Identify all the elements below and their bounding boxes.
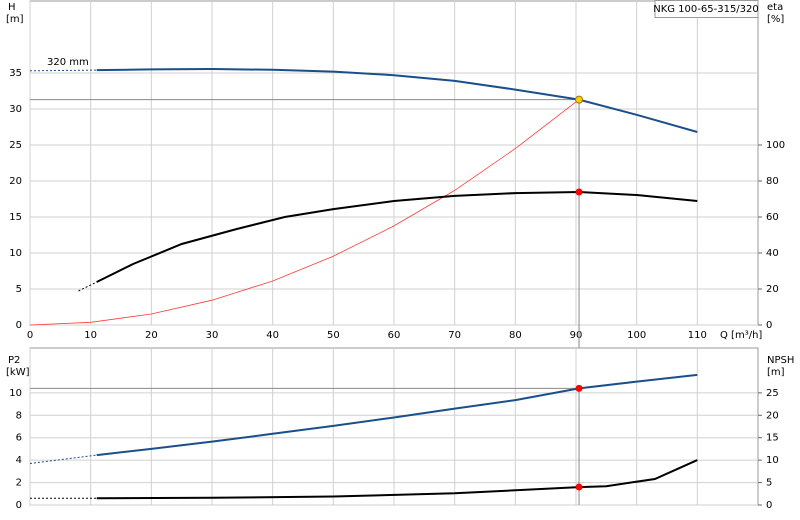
x-tick-label: 20	[145, 330, 158, 341]
y-tick-label: 20	[9, 176, 22, 187]
y2-tick-label: 5	[766, 478, 772, 489]
y-tick-label: 10	[9, 248, 22, 259]
y2-axis-label: eta	[767, 2, 783, 13]
y2-tick-label: 60	[766, 212, 779, 223]
x-tick-label: 70	[448, 330, 461, 341]
curve	[29, 99, 580, 326]
x-tick-label: 110	[688, 330, 707, 341]
curve	[78, 281, 97, 292]
x-tick-label: 30	[206, 330, 219, 341]
y-tick-label: 25	[9, 140, 22, 151]
curve	[29, 454, 97, 464]
y2-tick-label: 40	[766, 248, 779, 259]
y-tick-label: 10	[9, 388, 22, 399]
y-tick-label: 6	[16, 433, 22, 444]
y2-tick-label: 0	[766, 320, 772, 331]
x-tick-label: 50	[327, 330, 340, 341]
y-axis-label: H	[8, 2, 16, 13]
y2-axis-unit: [%]	[767, 14, 784, 25]
curve	[96, 373, 698, 457]
y-axis-unit: [kW]	[6, 367, 30, 378]
x-tick-label: 0	[27, 330, 33, 341]
y2-tick-label: 20	[766, 410, 779, 421]
duty-point	[575, 384, 583, 392]
title-box	[654, 0, 759, 18]
y2-tick-label: 80	[766, 176, 779, 187]
y-tick-label: 0	[16, 500, 22, 511]
y2-tick-label: 0	[766, 500, 772, 511]
y-tick-label: 30	[9, 104, 22, 115]
x-tick-label: 100	[627, 330, 646, 341]
y2-tick-label: 10	[766, 455, 779, 466]
chart-title: NKG 100-65-315/320	[653, 4, 759, 15]
x-axis-label: Q [m³/h]	[720, 330, 762, 341]
x-tick-label: 90	[570, 330, 583, 341]
y-tick-label: 0	[16, 320, 22, 331]
x-tick-label: 40	[266, 330, 279, 341]
duty-point	[575, 188, 583, 196]
x-tick-label: 80	[509, 330, 522, 341]
y2-tick-label: 25	[766, 388, 779, 399]
y-tick-label: 35	[9, 68, 22, 79]
y2-tick-label: 20	[766, 284, 779, 295]
y2-tick-label: 100	[766, 140, 785, 151]
duty-point	[575, 483, 583, 491]
y2-axis-unit: [m]	[767, 367, 785, 378]
curve	[96, 190, 698, 283]
x-tick-label: 10	[84, 330, 97, 341]
y-tick-label: 15	[9, 212, 22, 223]
y-tick-label: 8	[16, 410, 22, 421]
y-tick-label: 2	[16, 478, 22, 489]
curve	[29, 69, 97, 72]
x-tick-label: 60	[388, 330, 401, 341]
curve	[96, 67, 698, 133]
curve-annotation: 320 mm	[47, 57, 89, 68]
curve	[96, 459, 698, 500]
duty-point	[575, 95, 584, 104]
y2-tick-label: 15	[766, 433, 779, 444]
y-axis-unit: [m]	[6, 14, 24, 25]
y-axis-label: P2	[8, 355, 20, 366]
y2-axis-label: NPSH	[767, 355, 794, 366]
y-tick-label: 4	[16, 455, 22, 466]
y-tick-label: 5	[16, 284, 22, 295]
